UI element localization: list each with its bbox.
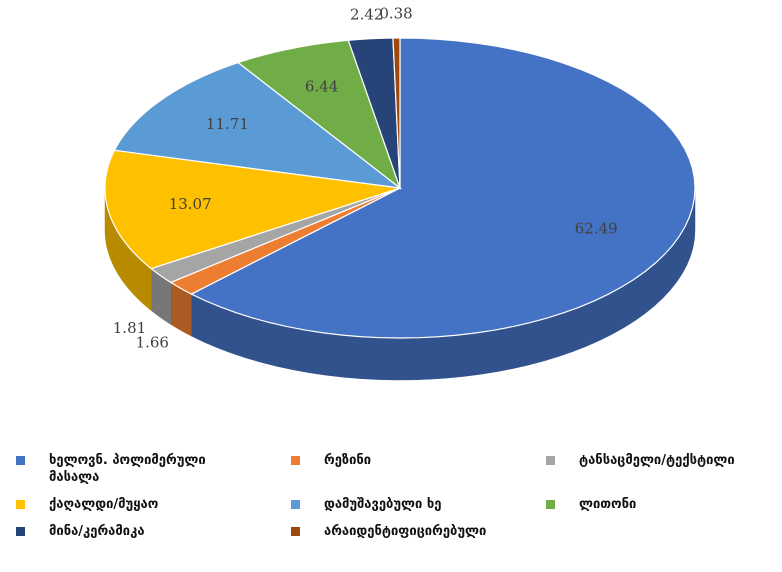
legend: ხელოვნ. პოლიმერული მასალა რეზინი ტანსაცმელ… [10, 452, 780, 540]
legend-swatch [16, 500, 25, 509]
legend-item: ლითონი [540, 496, 770, 513]
legend-swatch [546, 500, 555, 509]
slice [347, 37, 401, 189]
slice [113, 61, 403, 189]
data-label: 2.42 [350, 5, 383, 23]
slice [190, 37, 696, 339]
data-label: 6.44 [305, 78, 338, 96]
legend-label: ტანსაცმელი/ტექსტილი [579, 453, 735, 468]
data-label: 13.07 [169, 195, 212, 213]
legend-item: მინა/კერამიკა [10, 523, 285, 540]
slice [149, 187, 401, 284]
data-label: 1.81 [113, 319, 146, 337]
data-label: 11.71 [206, 115, 249, 133]
legend-label: არაიდენტიფიცირებული [324, 524, 487, 539]
slice [104, 149, 401, 270]
legend-item: ტანსაცმელი/ტექსტილი [540, 452, 770, 486]
data-label: 0.38 [379, 5, 412, 23]
slice [236, 39, 402, 190]
legend-item: ქაღალდი/მუყაო [10, 496, 285, 513]
data-label: 1.66 [136, 333, 169, 351]
legend-item: რეზინი [285, 452, 540, 486]
legend-item: ხელოვნ. პოლიმერული მასალა [10, 452, 285, 486]
legend-item: დამუშავებული ხე [285, 496, 540, 513]
legend-label: მინა/კერამიკა [49, 524, 145, 539]
legend-swatch [291, 500, 300, 509]
legend-swatch [291, 456, 300, 465]
legend-swatch [546, 456, 555, 465]
legend-label: ხელოვნ. პოლიმერული მასალა [49, 453, 206, 485]
legend-label: ქაღალდი/მუყაო [49, 497, 159, 512]
data-label: 62.49 [575, 219, 618, 237]
legend-swatch [16, 527, 25, 536]
slice [392, 37, 401, 189]
legend-label: ლითონი [579, 497, 637, 512]
legend-item: არაიდენტიფიცირებული [285, 523, 540, 540]
legend-swatch [16, 456, 25, 465]
legend-swatch [291, 527, 300, 536]
chart: 62.49 1.661.81 13.07 11.71 6.44 2.420.38 [104, 5, 696, 381]
legend-label: დამუშავებული ხე [324, 497, 442, 512]
legend-label: რეზინი [324, 453, 372, 468]
slice [169, 187, 401, 295]
